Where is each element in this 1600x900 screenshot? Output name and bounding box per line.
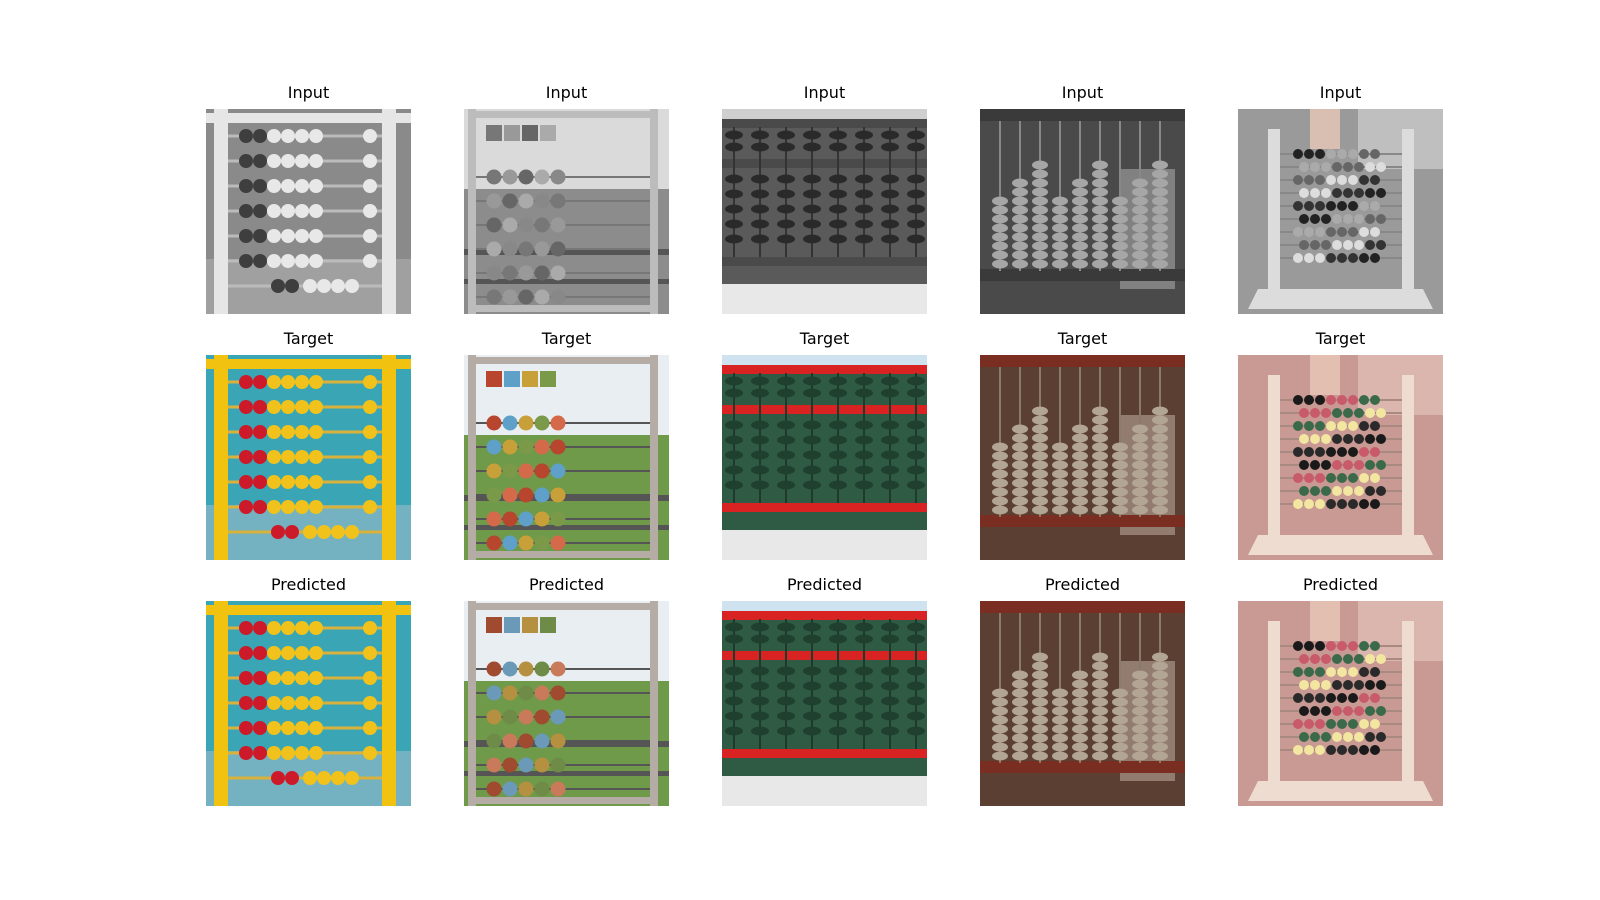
abacus-wooden-frame-image [464,355,669,560]
panel-title: Input [803,83,846,102]
abacus-outdoor-red-rails-image [722,109,927,314]
panel-title: Input [1061,83,1104,102]
panel-title: Predicted [1044,575,1121,594]
abacus-stone-beads-image [980,601,1185,806]
abacus-outdoor-red-rails-image [722,601,927,806]
panel-title: Target [1315,329,1366,348]
panel-title: Input [287,83,330,102]
abacus-toy-child-image [1238,601,1443,806]
panel-title: Target [1057,329,1108,348]
abacus-outdoor-red-rails-image [722,355,927,560]
panel-title: Predicted [528,575,605,594]
panel-title: Target [541,329,592,348]
panel-title: Predicted [270,575,347,594]
abacus-toy-child-image [1238,109,1443,314]
panel-title: Predicted [786,575,863,594]
abacus-stone-beads-image [980,355,1185,560]
panel-title: Target [799,329,850,348]
abacus-toy-child-image [1238,355,1443,560]
panel-title: Predicted [1302,575,1379,594]
abacus-yellow-frame-image [206,109,411,314]
abacus-yellow-frame-image [206,355,411,560]
abacus-stone-beads-image [980,109,1185,314]
abacus-wooden-frame-image [464,109,669,314]
panel-title: Input [545,83,588,102]
abacus-wooden-frame-image [464,601,669,806]
abacus-yellow-frame-image [206,601,411,806]
panel-title: Target [283,329,334,348]
panel-title: Input [1319,83,1362,102]
